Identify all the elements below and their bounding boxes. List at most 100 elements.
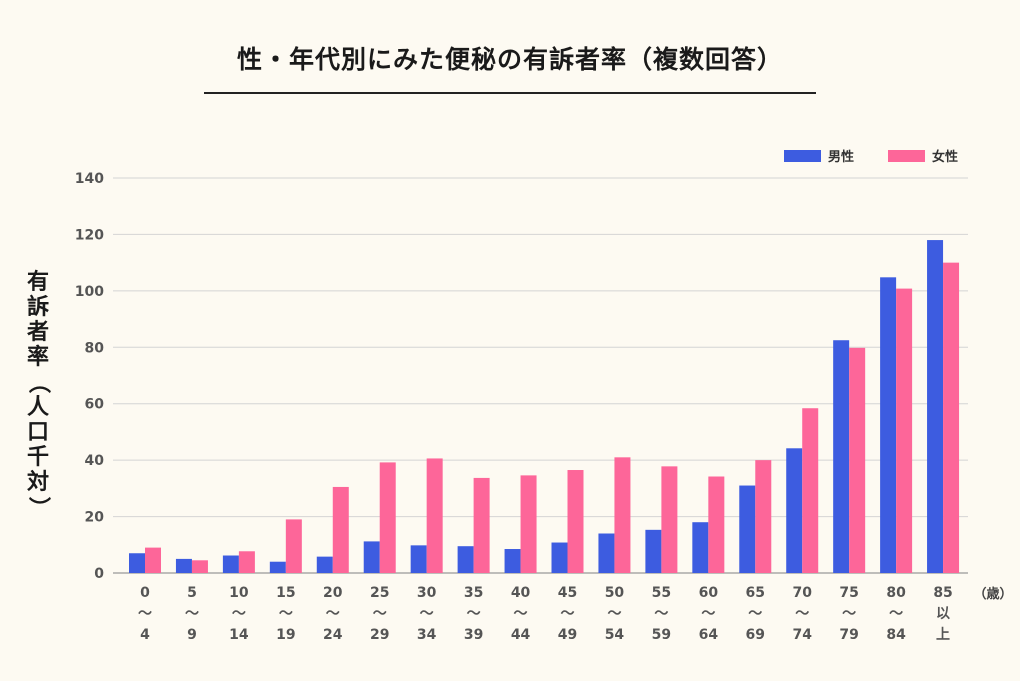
x-tick-label: 55 bbox=[652, 585, 671, 601]
x-tick-label: 74 bbox=[792, 627, 812, 643]
x-tick-label: 0 bbox=[140, 585, 150, 601]
x-tick-label: 54 bbox=[605, 627, 625, 643]
bar-male bbox=[833, 340, 850, 573]
x-tick-label: 39 bbox=[464, 627, 483, 643]
x-tick-label: 〜 bbox=[420, 606, 434, 622]
x-tick-label: 19 bbox=[276, 627, 295, 643]
x-tick-label: 15 bbox=[276, 585, 295, 601]
x-tick-label: 35 bbox=[464, 585, 483, 601]
x-tick-label: 79 bbox=[839, 627, 858, 643]
bar-male bbox=[692, 522, 709, 573]
y-tick-label: 60 bbox=[85, 397, 105, 413]
legend-swatch bbox=[784, 150, 821, 162]
x-tick-label: 75 bbox=[839, 585, 858, 601]
bar-male bbox=[598, 533, 615, 573]
x-tick-label: 〜 bbox=[795, 606, 809, 622]
bar-female bbox=[849, 347, 866, 573]
y-axis-label: 有訴者率（人口千対） bbox=[25, 270, 51, 519]
x-tick-label: 80 bbox=[886, 585, 906, 601]
y-tick-label: 40 bbox=[85, 453, 105, 469]
x-tick-label: 25 bbox=[370, 585, 389, 601]
bar-male bbox=[551, 542, 568, 573]
bar-male bbox=[927, 240, 944, 574]
x-tick-label: 45 bbox=[558, 585, 577, 601]
legend-label: 女性 bbox=[932, 149, 958, 165]
x-tick-label: 5 bbox=[187, 585, 197, 601]
x-tick-label: 〜 bbox=[232, 606, 246, 622]
bar-female bbox=[520, 475, 537, 573]
x-tick-label: 〜 bbox=[701, 606, 715, 622]
x-tick-label: 4 bbox=[140, 627, 150, 643]
x-tick-label: 〜 bbox=[467, 606, 481, 622]
x-tick-label: 59 bbox=[652, 627, 671, 643]
y-tick-label: 100 bbox=[75, 284, 104, 300]
bar-female bbox=[379, 462, 396, 573]
chart-title: 性・年代別にみた便秘の有訴者率（複数回答） bbox=[236, 45, 783, 74]
y-tick-label: 80 bbox=[85, 340, 105, 356]
x-tick-label: 10 bbox=[229, 585, 249, 601]
bar-female bbox=[943, 262, 960, 573]
bar-male bbox=[129, 553, 145, 573]
x-axis-unit: （歳） bbox=[973, 586, 1012, 602]
x-tick-label: 〜 bbox=[514, 606, 528, 622]
bar-female bbox=[661, 466, 678, 573]
bar-female bbox=[802, 408, 819, 573]
y-tick-label: 0 bbox=[94, 566, 104, 582]
x-tick-label: 60 bbox=[699, 585, 719, 601]
x-tick-label: 〜 bbox=[326, 606, 340, 622]
x-tick-label: 34 bbox=[417, 627, 437, 643]
x-tick-label: 70 bbox=[792, 585, 812, 601]
bar-female bbox=[708, 476, 725, 573]
bar-male bbox=[269, 561, 286, 573]
x-tick-label: 〜 bbox=[279, 606, 293, 622]
x-tick-label: 49 bbox=[558, 627, 577, 643]
bar-female bbox=[426, 458, 443, 573]
x-tick-label: 44 bbox=[511, 627, 531, 643]
x-tick-label: 30 bbox=[417, 585, 437, 601]
x-tick-label: 20 bbox=[323, 585, 343, 601]
bar-female bbox=[567, 470, 584, 573]
x-tick-label: 〜 bbox=[654, 606, 668, 622]
bar-male bbox=[363, 541, 380, 573]
x-tick-label: 14 bbox=[229, 627, 249, 643]
x-tick-label: 〜 bbox=[185, 606, 199, 622]
x-tick-label: 〜 bbox=[889, 606, 903, 622]
x-tick-label: 9 bbox=[187, 627, 197, 643]
bar-male bbox=[880, 277, 897, 573]
bar-male bbox=[645, 529, 662, 573]
bar-female bbox=[238, 551, 255, 573]
x-tick-label: 40 bbox=[511, 585, 531, 601]
x-tick-label: 上 bbox=[936, 627, 950, 643]
x-tick-label: 64 bbox=[699, 627, 719, 643]
x-tick-label: 〜 bbox=[607, 606, 621, 622]
x-tick-label: 69 bbox=[746, 627, 765, 643]
bar-female bbox=[191, 560, 208, 573]
bar-male bbox=[410, 545, 427, 573]
x-tick-label: 85 bbox=[933, 585, 952, 601]
x-tick-label: 〜 bbox=[842, 606, 856, 622]
bar-male bbox=[175, 558, 192, 573]
bar-male bbox=[457, 546, 474, 573]
bar-male bbox=[504, 549, 521, 573]
y-tick-label: 140 bbox=[75, 171, 104, 187]
bar-female bbox=[473, 477, 490, 573]
y-tick-label: 120 bbox=[75, 227, 104, 243]
x-tick-label: 以 bbox=[936, 606, 950, 622]
x-tick-label: 〜 bbox=[561, 606, 575, 622]
bar-female bbox=[332, 486, 349, 573]
x-tick-label: 29 bbox=[370, 627, 389, 643]
bar-female bbox=[614, 457, 631, 573]
x-tick-label: 50 bbox=[605, 585, 625, 601]
x-tick-label: 84 bbox=[886, 627, 906, 643]
x-tick-label: 〜 bbox=[373, 606, 387, 622]
x-tick-label: 〜 bbox=[748, 606, 762, 622]
bar-male bbox=[739, 485, 756, 573]
x-tick-label: 〜 bbox=[138, 606, 152, 622]
y-tick-label: 20 bbox=[85, 510, 105, 526]
x-tick-label: 24 bbox=[323, 627, 343, 643]
x-tick-label: 65 bbox=[746, 585, 765, 601]
bar-female bbox=[285, 519, 302, 573]
title-underline bbox=[204, 92, 816, 94]
legend-swatch bbox=[888, 150, 925, 162]
